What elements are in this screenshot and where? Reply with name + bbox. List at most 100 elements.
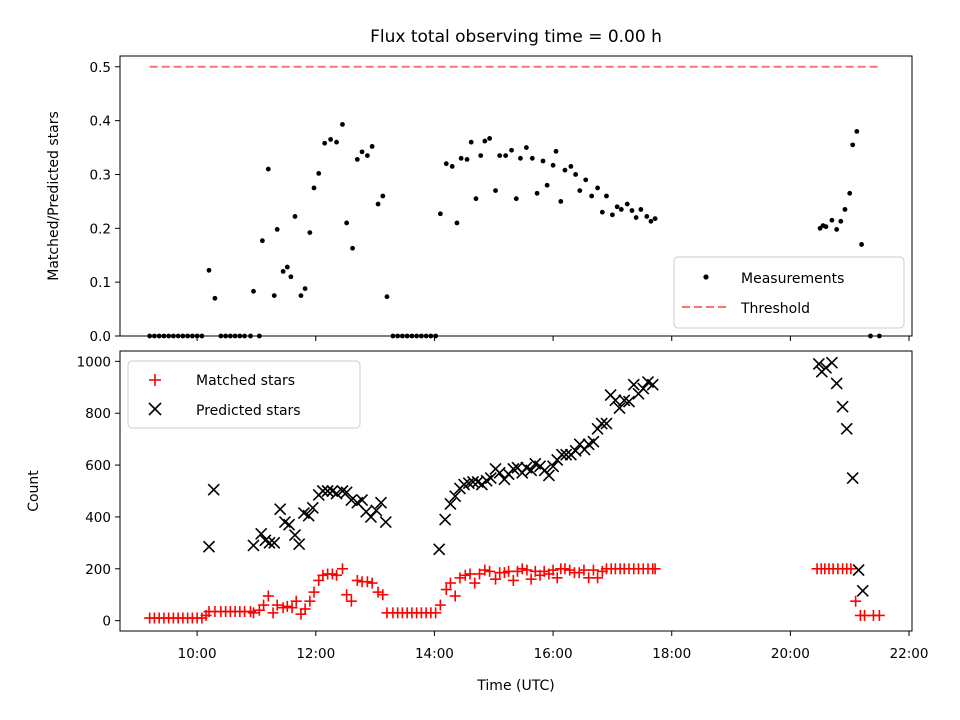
measurement-point [271, 293, 277, 299]
matched-point [372, 586, 384, 598]
matched-point [525, 573, 537, 585]
predicted-point [587, 435, 600, 448]
predicted-point [330, 487, 343, 500]
bottom-x-ticks: 10:00 12:00 14:00 16:00 18:00 20:00 22:00 [178, 631, 929, 662]
y-tick-label: 0 [102, 614, 111, 630]
predicted-point [374, 496, 388, 509]
matched-point [286, 602, 298, 614]
measurement-point [629, 208, 635, 213]
predicted-point [560, 448, 573, 461]
matched-point [247, 607, 259, 619]
measurement-point [850, 142, 856, 148]
measurement-point [302, 286, 308, 292]
predicted-point [444, 497, 457, 511]
predicted-point [840, 422, 853, 435]
measurement-point [482, 138, 488, 144]
bottom-panel: 0 200 400 600 800 1000 10:00 12:00 14:00 16:00 18… [26, 350, 929, 694]
predicted-point [345, 494, 358, 507]
measurement-point [854, 128, 860, 134]
matched-point [845, 563, 857, 575]
x-tick-label: 20:00 [771, 646, 810, 662]
matched-point [551, 572, 563, 584]
predicted-point [812, 357, 825, 371]
measurement-point [380, 193, 386, 199]
x-tick-label: 22:00 [890, 646, 929, 662]
predicted-point [370, 504, 383, 517]
measurement-point [493, 188, 498, 194]
predicted-point [627, 378, 640, 391]
predicted-point [202, 540, 216, 553]
x-tick-label: 10:00 [178, 646, 217, 662]
measurement-point [509, 147, 514, 153]
measurement-point [206, 267, 212, 273]
y-tick-label: 800 [85, 406, 111, 422]
measurement-point [350, 245, 355, 251]
top-axes-frame [119, 55, 913, 337]
y-tick-label: 200 [85, 562, 111, 578]
matched-point [434, 599, 446, 611]
predicted-point [846, 471, 859, 485]
y-tick-label: 600 [85, 458, 111, 474]
predicted-point [364, 510, 378, 523]
legend-matched-marker [149, 374, 161, 386]
predicted-point [836, 400, 849, 413]
predicted-point [263, 536, 276, 549]
measurement-point [838, 218, 844, 224]
measurement-point [534, 190, 540, 196]
top-y-ticks: 0.0 0.1 0.2 0.3 0.4 0.5 [90, 60, 120, 345]
predicted-point [274, 503, 287, 516]
measurement-point [577, 188, 583, 194]
matched-point [299, 603, 311, 615]
matched-point [308, 586, 320, 598]
measurement-point [354, 156, 360, 162]
predicted-point [852, 564, 865, 577]
matched-point [304, 595, 316, 607]
predicted-point [466, 475, 480, 488]
measurement-point [518, 155, 523, 161]
y-tick-label: 1000 [77, 354, 111, 370]
measurement-point [644, 214, 650, 219]
top-legend: Measurements Threshold [673, 256, 905, 329]
matched-point [377, 589, 389, 601]
measurement-point [307, 230, 313, 236]
matched-point [479, 564, 491, 576]
measurement-point [823, 224, 829, 230]
measurement-point [553, 148, 559, 154]
predicted-point [379, 516, 392, 529]
matched-point [490, 573, 502, 585]
matched-point [649, 563, 661, 575]
matched-point [449, 590, 461, 602]
top-x-ticks [196, 336, 910, 341]
matched-point [336, 563, 348, 575]
x-tick-label: 12:00 [296, 646, 335, 662]
measurement-point [589, 193, 595, 199]
measurement-point [583, 177, 589, 183]
measurement-point [599, 209, 605, 215]
predicted-point [302, 509, 315, 522]
y-tick-label: 0.2 [90, 221, 111, 237]
y-tick-label: 0.4 [90, 114, 111, 130]
measurement-point [529, 155, 535, 161]
predicted-stars-series [202, 356, 869, 597]
predicted-point [433, 543, 446, 556]
predicted-point [458, 478, 471, 491]
predicted-point [609, 394, 622, 407]
matched-point [454, 572, 466, 584]
matched-point [459, 569, 471, 581]
predicted-point [595, 417, 608, 430]
matched-stars-series [144, 563, 885, 624]
matched-point [850, 595, 862, 607]
measurement-point [487, 135, 492, 141]
top-legend-box [673, 256, 905, 329]
measurement-point [212, 295, 218, 301]
measurement-point [614, 204, 620, 210]
legend-threshold-label: Threshold [740, 301, 810, 317]
measurement-point [454, 220, 460, 226]
x-tick-label: 16:00 [534, 646, 573, 662]
predicted-point [293, 538, 306, 551]
predicted-point [637, 382, 650, 395]
top-panel: 0.0 0.1 0.2 0.3 0.4 0.5 Matched/Predicted sta… [46, 55, 913, 345]
matched-point [873, 609, 885, 621]
y-tick-label: 0.3 [90, 167, 111, 183]
